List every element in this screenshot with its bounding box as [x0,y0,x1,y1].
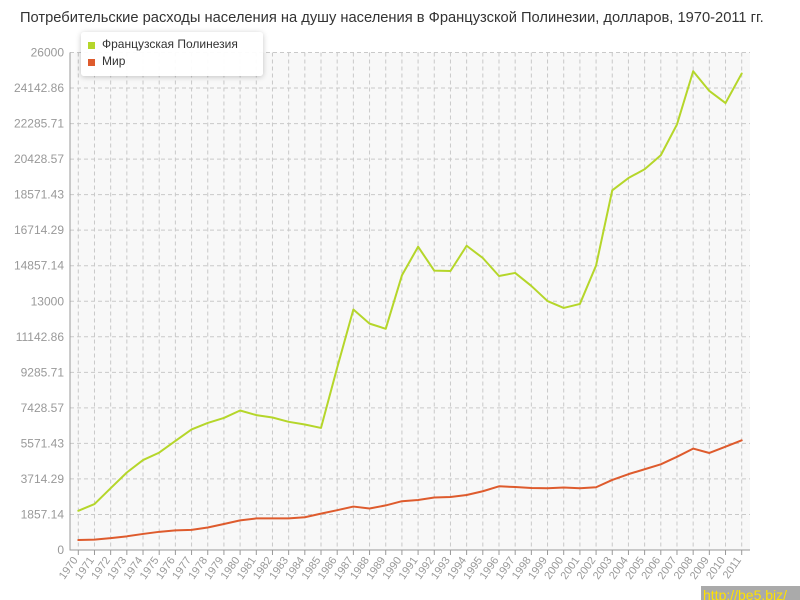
svg-text:1857.14: 1857.14 [21,507,65,521]
svg-text:9285.71: 9285.71 [21,365,65,379]
svg-text:22285.71: 22285.71 [14,117,64,131]
svg-text:11142.86: 11142.86 [16,330,65,344]
svg-text:13000: 13000 [31,294,65,308]
svg-text:20428.57: 20428.57 [14,152,64,166]
svg-text:2011: 2011 [721,555,744,581]
svg-text:14857.14: 14857.14 [14,259,64,273]
svg-text:24142.86: 24142.86 [14,81,64,95]
svg-text:0: 0 [57,543,64,557]
svg-text:7428.57: 7428.57 [21,401,65,415]
svg-text:18571.43: 18571.43 [14,188,64,202]
svg-text:5571.43: 5571.43 [21,436,65,450]
svg-text:3714.29: 3714.29 [21,472,65,486]
svg-text:16714.29: 16714.29 [14,223,64,237]
svg-text:26000: 26000 [31,46,65,60]
